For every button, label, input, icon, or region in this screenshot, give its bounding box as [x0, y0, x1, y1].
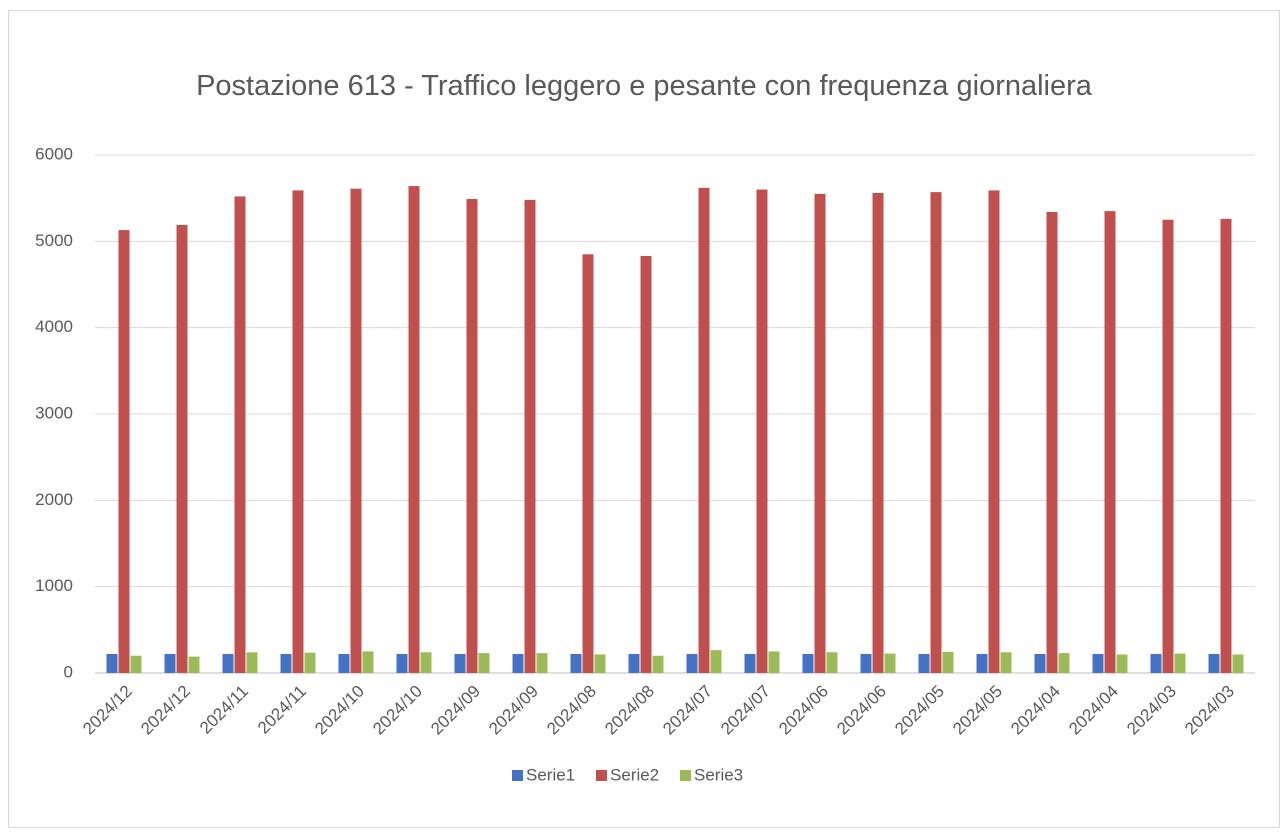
bar — [362, 651, 374, 673]
bar — [814, 193, 826, 673]
bar — [234, 196, 246, 673]
bar — [710, 650, 722, 673]
bar — [884, 653, 896, 673]
bar — [768, 651, 780, 673]
bar — [756, 189, 768, 674]
bar — [918, 654, 930, 673]
bar — [338, 654, 350, 673]
legend-label: Serie3 — [694, 765, 743, 784]
bar — [1034, 654, 1046, 673]
bar — [802, 654, 814, 673]
bar — [118, 230, 130, 674]
bar — [652, 655, 664, 673]
bar — [280, 654, 292, 673]
bar — [582, 254, 594, 674]
legend-label: Serie1 — [526, 765, 575, 784]
bar — [420, 652, 432, 673]
bar — [698, 187, 710, 673]
bar — [350, 188, 362, 674]
bar — [1092, 654, 1104, 673]
bar — [1058, 653, 1070, 673]
bar — [942, 651, 954, 673]
bar — [826, 652, 838, 673]
bar — [304, 652, 316, 673]
bar — [1104, 211, 1116, 673]
y-tick-label: 2000 — [35, 490, 73, 509]
bar — [1162, 219, 1174, 673]
bar — [130, 655, 142, 673]
bar — [872, 192, 884, 673]
y-tick-label: 0 — [64, 662, 73, 681]
bar — [466, 199, 478, 673]
bar — [1116, 654, 1128, 673]
bar — [594, 654, 606, 673]
bar — [1150, 654, 1162, 673]
bar — [454, 654, 466, 673]
y-tick-label: 4000 — [35, 317, 73, 336]
bar — [570, 654, 582, 673]
legend-swatch — [596, 770, 607, 781]
legend-swatch — [512, 770, 523, 781]
bar — [628, 654, 640, 673]
y-tick-label: 6000 — [35, 144, 73, 163]
bar — [106, 654, 118, 673]
bar — [1046, 211, 1058, 674]
legend-swatch — [680, 770, 691, 781]
bar — [292, 190, 304, 673]
bar — [1000, 652, 1012, 673]
bar — [744, 654, 756, 673]
legend-label: Serie2 — [610, 765, 659, 784]
bar — [524, 199, 536, 674]
bar — [1208, 654, 1220, 673]
bar — [164, 654, 176, 673]
bar — [640, 256, 652, 673]
bar — [1174, 653, 1186, 673]
bar — [222, 654, 234, 673]
bar — [536, 653, 548, 673]
bar — [246, 652, 258, 673]
bar — [478, 653, 490, 673]
bar — [176, 224, 188, 673]
bar — [860, 654, 872, 673]
bar — [512, 654, 524, 673]
y-tick-label: 1000 — [35, 576, 73, 595]
y-tick-label: 5000 — [35, 231, 73, 250]
chart-title: Postazione 613 - Traffico leggero e pesa… — [196, 70, 1092, 102]
bar — [988, 190, 1000, 673]
bar — [408, 186, 420, 673]
bar — [188, 656, 200, 673]
bar — [1220, 218, 1232, 674]
y-tick-label: 3000 — [35, 403, 73, 422]
bar — [686, 654, 698, 673]
bar — [1232, 654, 1244, 673]
bar — [396, 654, 408, 673]
bar — [930, 192, 942, 673]
bar — [976, 654, 988, 673]
